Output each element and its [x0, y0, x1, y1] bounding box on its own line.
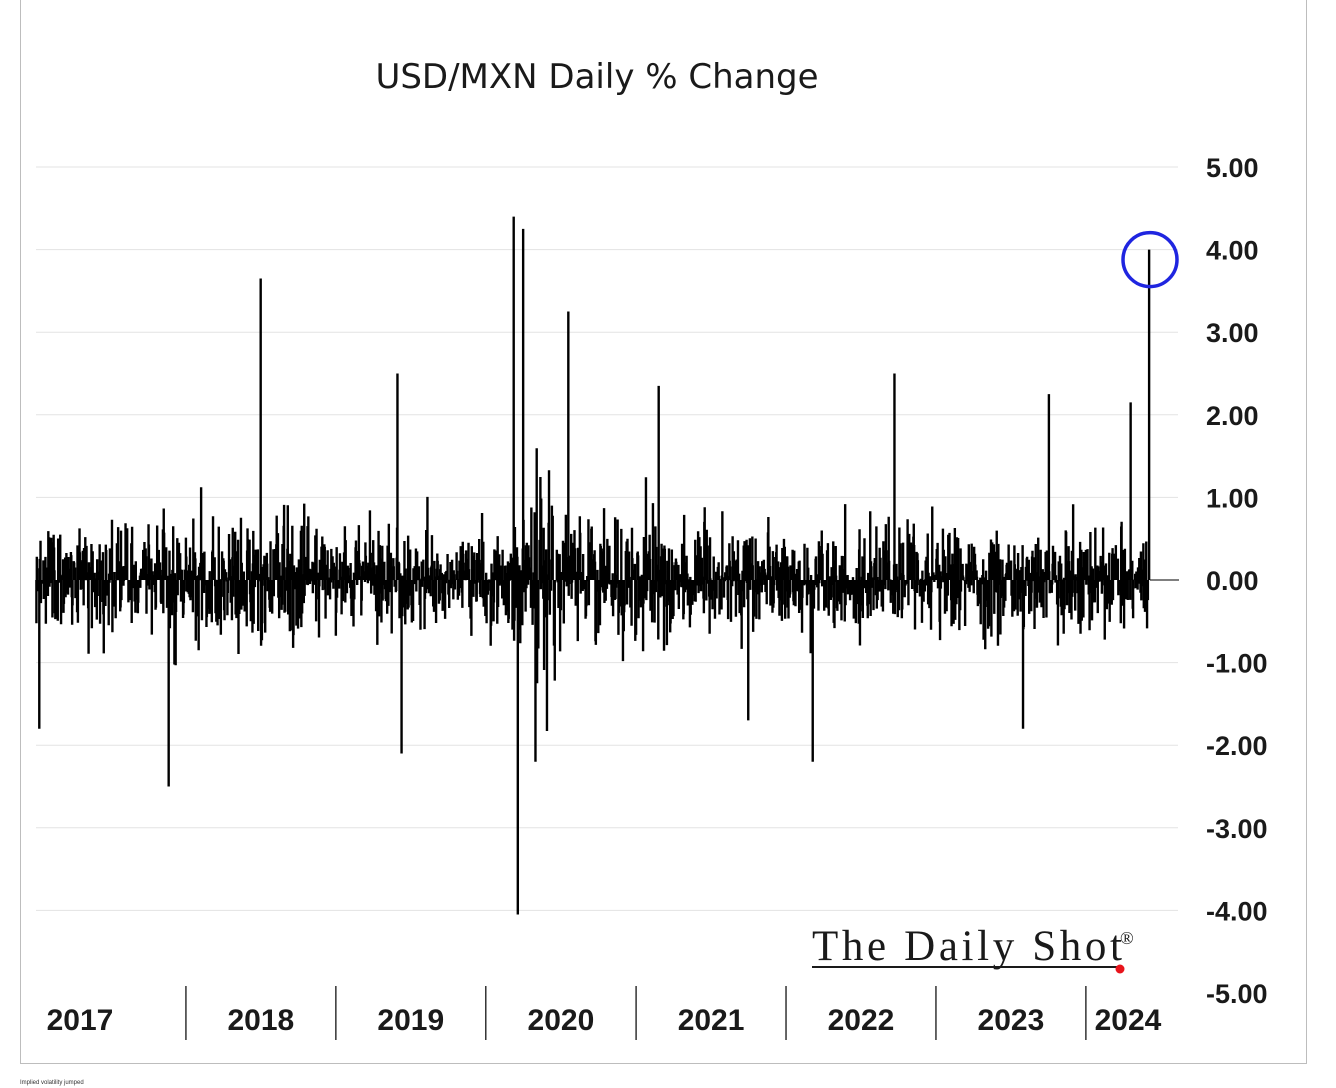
y-tick-label: -2.00	[1206, 731, 1268, 761]
x-tick-label-2018: 2018	[228, 1004, 295, 1037]
x-tick-label-2021: 2021	[678, 1004, 745, 1037]
x-tick-label-2022: 2022	[828, 1004, 895, 1037]
x-tick-label-2019: 2019	[377, 1004, 444, 1037]
brand-dot	[1115, 964, 1125, 974]
brand-registered-mark: ®	[1120, 928, 1134, 948]
y-tick-label: 3.00	[1206, 318, 1259, 348]
x-tick-label-2020: 2020	[528, 1004, 595, 1037]
brand-name: The Daily Shot	[812, 923, 1122, 970]
x-axis: 2017 2018 2019 2020 2021 2022 2023 2024	[47, 986, 1162, 1040]
chart-title: USD/MXN Daily % Change	[375, 57, 818, 97]
bar-series	[35, 216, 1151, 915]
y-tick-label: -4.00	[1206, 896, 1268, 926]
y-tick-label: 4.00	[1206, 236, 1259, 266]
y-tick-label: 2.00	[1206, 401, 1259, 431]
caption: Implied volatility jumped	[20, 1080, 84, 1086]
y-axis-labels: 5.00 4.00 3.00 2.00 1.00 0.00 -1.00 -2.00 -3.00 -…	[1206, 153, 1268, 1009]
grid	[36, 166, 1179, 911]
y-tick-label: 0.00	[1206, 566, 1259, 596]
y-tick-label: -3.00	[1206, 814, 1268, 844]
y-tick-label: 5.00	[1206, 153, 1259, 183]
y-tick-label: -1.00	[1206, 649, 1268, 679]
y-tick-label: 1.00	[1206, 483, 1259, 513]
x-tick-label-2017: 2017	[47, 1004, 114, 1037]
data-bars	[35, 216, 1151, 915]
x-tick-label-2024: 2024	[1095, 1004, 1162, 1037]
brand-logo: The Daily Shot ®	[812, 923, 1134, 974]
highlight-circle	[1121, 230, 1179, 289]
x-tick-label-2023: 2023	[978, 1004, 1045, 1037]
y-tick-label: -5.00	[1206, 979, 1268, 1009]
